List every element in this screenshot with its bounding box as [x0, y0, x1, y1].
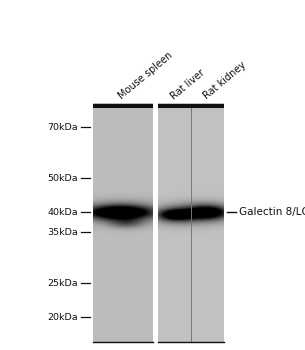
Text: 20kDa: 20kDa — [47, 313, 78, 322]
Text: 35kDa: 35kDa — [47, 228, 78, 237]
Text: Galectin 8/LGALS8: Galectin 8/LGALS8 — [239, 207, 305, 217]
Text: Mouse spleen: Mouse spleen — [116, 50, 174, 101]
Text: 50kDa: 50kDa — [47, 174, 78, 183]
Text: 40kDa: 40kDa — [47, 208, 78, 217]
Text: Rat kidney: Rat kidney — [201, 60, 248, 101]
Text: Rat liver: Rat liver — [168, 67, 206, 101]
Text: 70kDa: 70kDa — [47, 123, 78, 132]
Bar — [93, 104, 152, 108]
Text: 25kDa: 25kDa — [47, 279, 78, 288]
Bar — [159, 104, 224, 108]
